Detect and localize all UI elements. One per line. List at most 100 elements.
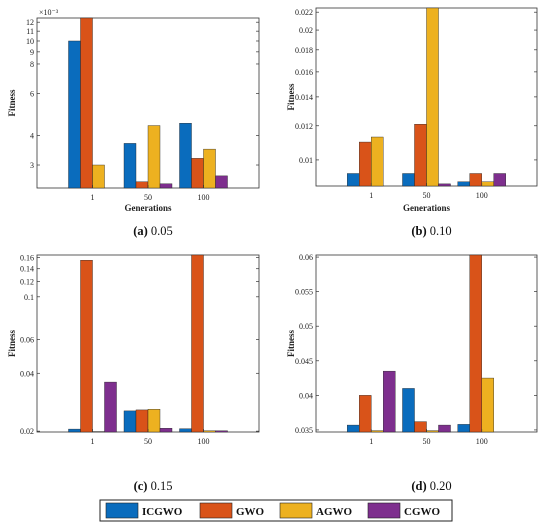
y-tick-label: 0.014 — [295, 93, 313, 102]
legend-swatch-cgwo — [367, 502, 401, 519]
bar-icgwo-50 — [402, 388, 415, 433]
x-tick-label: 100 — [198, 437, 210, 446]
y-tick-label: 12 — [26, 18, 34, 27]
legend-swatch-gwo — [199, 502, 233, 519]
y-tick-label: 0.01 — [299, 156, 313, 165]
bar-cgwo-50 — [159, 428, 173, 433]
bar-gwo-100 — [469, 254, 482, 433]
y-tick-label: 6 — [30, 90, 34, 99]
panel-caption-value: 0.10 — [427, 224, 452, 238]
y-tick-label: 0.12 — [20, 278, 34, 287]
chart-panel-2: 0.01 0.012 0.014 0.016 0.018 0.02 0.022 1 50 100 G… — [286, 7, 538, 238]
plot-frame — [315, 254, 538, 433]
panel-caption: (d) 0.20 — [411, 479, 451, 493]
y-tick-label: 0.1 — [24, 293, 34, 302]
bar-cgwo-50 — [438, 183, 451, 187]
panel-caption: (b) 0.10 — [411, 224, 451, 238]
legend-label-gwo: GWO — [236, 506, 265, 518]
y-tick-label: 0.06 — [20, 335, 34, 344]
y-tick-label: 0.02 — [299, 26, 313, 35]
x-tick-label: 50 — [423, 191, 431, 200]
bar-cgwo-50 — [438, 424, 451, 433]
y-tick-label: 0.045 — [295, 357, 313, 366]
bar-agwo-50 — [147, 409, 161, 433]
bar-gwo-50 — [135, 181, 149, 189]
chart-panel-3: 0.02 0.04 0.06 0.1 0.12 0.14 0.16 1 50 100 Fitness… — [7, 254, 260, 493]
bar-agwo-100 — [481, 377, 494, 433]
y-tick-label: 0.14 — [20, 265, 34, 274]
panel-caption: (c) 0.15 — [134, 479, 173, 493]
x-tick-label: 50 — [144, 437, 152, 446]
y-axis-label: Fitness — [286, 83, 296, 110]
bar-cgwo-100 — [215, 175, 228, 189]
y-axis-label: Fitness — [286, 330, 296, 357]
x-tick-label: 50 — [423, 437, 431, 446]
panel-caption-value: 0.05 — [148, 224, 173, 238]
y-tick-label: 0.022 — [295, 8, 313, 17]
x-tick-label: 100 — [198, 193, 210, 202]
y-axis-label: Fitness — [7, 330, 17, 357]
bar-icgwo-1 — [347, 173, 360, 187]
legend-label-cgwo: CGWO — [404, 506, 441, 518]
legend-swatch-icgwo — [105, 502, 139, 519]
bar-agwo-50 — [426, 7, 439, 187]
bar-gwo-100 — [191, 254, 204, 433]
bar-gwo-100 — [469, 173, 482, 187]
bar-gwo-50 — [135, 409, 149, 433]
y-tick-label: 4 — [30, 131, 34, 140]
bar-gwo-1 — [359, 141, 372, 187]
y-tick-label: 8 — [30, 60, 34, 69]
bar-gwo-50 — [414, 124, 427, 187]
y-tick-label: 0.04 — [20, 369, 34, 378]
bar-gwo-50 — [414, 421, 427, 433]
bar-agwo-50 — [426, 430, 439, 433]
y-tick-label: 0.018 — [295, 46, 313, 55]
legend-label-icgwo: ICGWO — [142, 506, 183, 518]
bar-cgwo-1 — [383, 370, 396, 433]
bar-agwo-1 — [371, 430, 384, 433]
y-tick-label: 0.055 — [295, 288, 313, 297]
y-tick-label: 0.016 — [295, 68, 313, 77]
bar-icgwo-50 — [123, 143, 137, 189]
bar-icgwo-1 — [68, 40, 81, 189]
bar-gwo-1 — [80, 17, 93, 189]
legend-label-agwo: AGWO — [316, 506, 353, 518]
y-tick-label: 0.05 — [299, 322, 313, 331]
y-tick-label: 11 — [26, 27, 34, 36]
panel-caption: (a) 0.05 — [133, 224, 173, 238]
bar-cgwo-1 — [104, 381, 117, 433]
bar-icgwo-1 — [347, 424, 360, 433]
y-exponent-label: ×10⁻³ — [39, 8, 59, 17]
bar-icgwo-100 — [457, 424, 470, 433]
bar-cgwo-50 — [159, 183, 173, 189]
plot-frame — [36, 254, 260, 433]
x-axis-label: Generations — [403, 203, 450, 213]
panel-caption-value: 0.20 — [427, 479, 452, 493]
bar-agwo-100 — [203, 430, 216, 433]
x-tick-label: 1 — [369, 437, 373, 446]
chart-panel-4: 0.035 0.04 0.045 0.05 0.055 0.06 1 50 100 Fitness… — [286, 253, 538, 493]
bar-cgwo-100 — [215, 430, 228, 433]
panel-caption-letter: (a) — [133, 224, 148, 238]
bar-agwo-100 — [203, 148, 216, 189]
x-tick-label: 100 — [476, 191, 488, 200]
bar-icgwo-100 — [179, 123, 192, 189]
panel-caption-letter: (b) — [411, 224, 426, 238]
x-tick-label: 100 — [476, 437, 488, 446]
panel-caption-letter: (c) — [134, 479, 148, 493]
bar-gwo-1 — [359, 395, 372, 433]
x-tick-label: 50 — [144, 193, 152, 202]
bar-agwo-50 — [147, 125, 161, 189]
bar-cgwo-100 — [493, 173, 506, 187]
legend-swatch-agwo — [279, 502, 313, 519]
bar-gwo-100 — [191, 158, 204, 189]
y-tick-label: 0.012 — [295, 122, 313, 131]
legend-frame — [99, 499, 453, 522]
panel-caption-letter: (d) — [411, 479, 426, 493]
x-tick-label: 1 — [91, 193, 95, 202]
y-tick-label: 10 — [26, 37, 34, 46]
bar-agwo-100 — [481, 181, 494, 187]
bar-icgwo-50 — [402, 173, 415, 187]
x-tick-label: 1 — [369, 191, 373, 200]
